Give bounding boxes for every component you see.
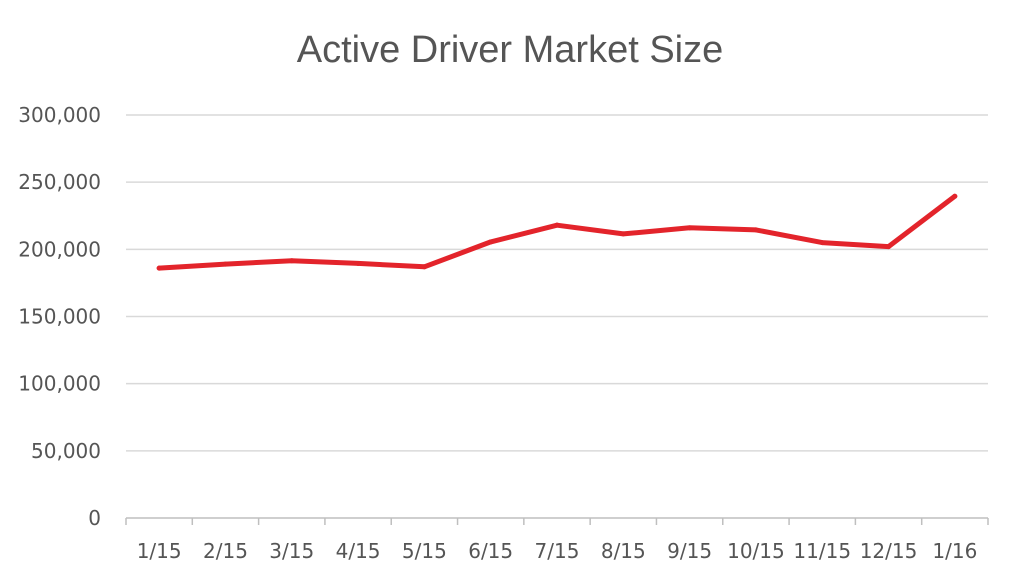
y-tick-label: 50,000 bbox=[31, 439, 101, 463]
data-point bbox=[886, 244, 892, 250]
x-tick-label: 3/15 bbox=[269, 539, 314, 563]
y-tick-label: 250,000 bbox=[18, 170, 101, 194]
x-tick-label: 1/15 bbox=[137, 539, 182, 563]
data-point bbox=[355, 260, 361, 266]
y-tick-label: 150,000 bbox=[18, 305, 101, 329]
data-point bbox=[156, 265, 162, 271]
x-tick-label: 11/15 bbox=[793, 539, 851, 563]
y-tick-label: 100,000 bbox=[18, 372, 101, 396]
x-tick-label: 2/15 bbox=[203, 539, 248, 563]
data-point bbox=[488, 239, 494, 245]
x-tick-label: 7/15 bbox=[535, 539, 580, 563]
x-tick-label: 8/15 bbox=[601, 539, 646, 563]
x-axis-tick-labels: 1/15 2/15 3/15 4/15 5/15 6/15 7/15 8/15 9/15 10/1… bbox=[137, 539, 978, 563]
gridlines bbox=[126, 114, 988, 452]
x-axis bbox=[125, 517, 989, 525]
y-axis-tick-labels: 0 50,000 100,000 150,000 200,000 250,000 300,0… bbox=[18, 103, 101, 530]
series-layer bbox=[156, 193, 958, 271]
series-line bbox=[156, 193, 958, 271]
y-tick-label: 0 bbox=[88, 506, 101, 530]
x-tick-label: 1/16 bbox=[932, 539, 977, 563]
data-point bbox=[554, 222, 560, 228]
x-tick-label: 12/15 bbox=[860, 539, 918, 563]
data-point bbox=[222, 261, 228, 267]
y-tick-label: 300,000 bbox=[18, 103, 101, 127]
data-point bbox=[819, 240, 825, 246]
data-point bbox=[687, 225, 693, 231]
data-point bbox=[952, 193, 958, 199]
data-point bbox=[753, 227, 759, 233]
y-tick-label: 200,000 bbox=[18, 237, 101, 261]
x-tick-label: 5/15 bbox=[402, 539, 447, 563]
x-tick-label: 4/15 bbox=[336, 539, 381, 563]
x-tick-label: 6/15 bbox=[468, 539, 513, 563]
data-point bbox=[421, 264, 427, 270]
x-tick-label: 10/15 bbox=[727, 539, 785, 563]
data-point bbox=[289, 258, 295, 264]
x-tick-label: 9/15 bbox=[667, 539, 712, 563]
chart-title: Active Driver Market Size bbox=[297, 29, 724, 71]
data-point bbox=[620, 231, 626, 237]
